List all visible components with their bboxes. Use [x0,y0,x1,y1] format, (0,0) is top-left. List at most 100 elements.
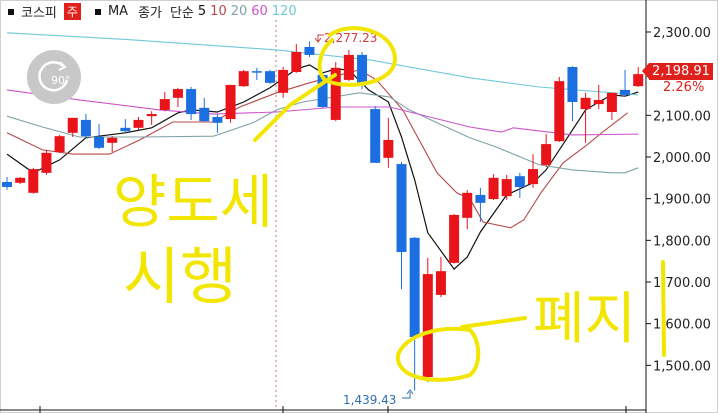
candle [199,97,210,123]
candle-body [514,176,525,188]
legend-square-icon [94,8,101,15]
candle [449,214,460,264]
candle [238,69,249,88]
candle [2,177,12,190]
y-tick-label: 1,900.00 [653,193,711,208]
bottom-circle-annotation [395,326,481,382]
candle [265,69,275,85]
candle [620,69,631,97]
y-tick-label: 1,700.00 [653,276,711,291]
candle-body [54,136,65,153]
ma-20-line [6,92,639,174]
candle-body [41,152,52,173]
legend-square-icon [8,8,14,15]
candle-body [120,127,131,132]
candle [67,117,78,138]
candle-body [475,194,486,203]
candle [133,117,144,130]
candle-body [317,74,328,108]
candle-body [580,97,591,110]
y-axis-ticks: 2,300.00 2,100.00 2,000.00 1,900.00 1,800.00… [646,26,711,374]
candle-body [146,114,157,117]
candle [212,114,223,133]
candle-body [462,192,473,218]
y-tick-label: 2,100.00 [653,109,711,124]
handwritten-text-left-1: 양도세 [113,168,273,236]
candle [501,174,512,200]
candle-body [107,137,118,143]
candle-body [186,89,197,115]
ma-period-5: 5 [197,4,207,19]
handwritten-text-right: 폐지 [533,287,636,352]
candle-body [422,274,433,378]
candle [475,187,486,223]
candle [15,177,26,185]
low-marker: 1,439.43 [343,389,414,407]
candle [462,189,473,230]
candle-body [225,84,236,120]
candle-body [238,71,249,87]
index-name: 코스피 [21,6,57,21]
candle [554,77,565,143]
candle-body [159,99,170,110]
candle-body [15,177,26,183]
chart-legend: 코스피 주 MA 종가 단순 5 10 20 60 120 [4,2,297,21]
rotate-label: 90° [51,74,71,87]
candle-body [67,117,78,133]
y-tick-label: 1,600.00 [653,318,711,333]
period-badge[interactable]: 주 [63,3,81,20]
candle [593,84,604,110]
candle-body [488,177,499,200]
rotate-button[interactable]: 90° [27,50,81,104]
candle [383,117,394,168]
candle [94,124,105,150]
candle-body [435,271,446,295]
candle-body [28,169,39,193]
candle [278,67,289,98]
candle-body [396,164,407,253]
candle [541,134,552,168]
candle [225,84,236,123]
candle [120,119,131,133]
ma-basis: 종가 [138,6,162,21]
current-price-tag: 2,198.91 [642,63,713,80]
candle [330,62,341,122]
candle [567,66,578,122]
candle-body [620,89,631,95]
candle-body [501,179,512,197]
candle-body [133,119,144,128]
candle-body [567,67,578,103]
candle-body [304,47,315,55]
candle-body [383,139,394,158]
candle [41,149,52,175]
candle-body [265,71,275,83]
ma-period-10: 10 [210,4,227,19]
candle [528,154,538,188]
candle [159,92,170,112]
candle [370,106,381,163]
candle-body [172,89,183,98]
ma-10-line [6,69,629,229]
handwritten-annotations: 양도세 시행 폐지 [113,26,666,382]
candle [107,136,118,153]
y-tick-label: 1,500.00 [653,359,711,374]
candle [146,111,157,125]
candle-body [357,54,368,85]
candle-body [251,71,262,73]
candle [28,167,39,194]
high-label: 2,277.23 [324,31,377,45]
candle [80,114,91,138]
candle [343,49,354,82]
candle-body [199,107,210,122]
vertical-stroke-annotation [661,260,666,357]
candle-body [212,117,223,123]
ma-60-line [6,89,639,136]
high-marker: 2,277.23 [314,31,377,45]
y-tick-label: 1,800.00 [653,234,711,249]
candle [488,174,499,200]
candle-body [528,169,538,185]
candle [396,162,407,290]
candle [633,67,644,88]
y-tick-label: 2,300.00 [653,26,711,41]
